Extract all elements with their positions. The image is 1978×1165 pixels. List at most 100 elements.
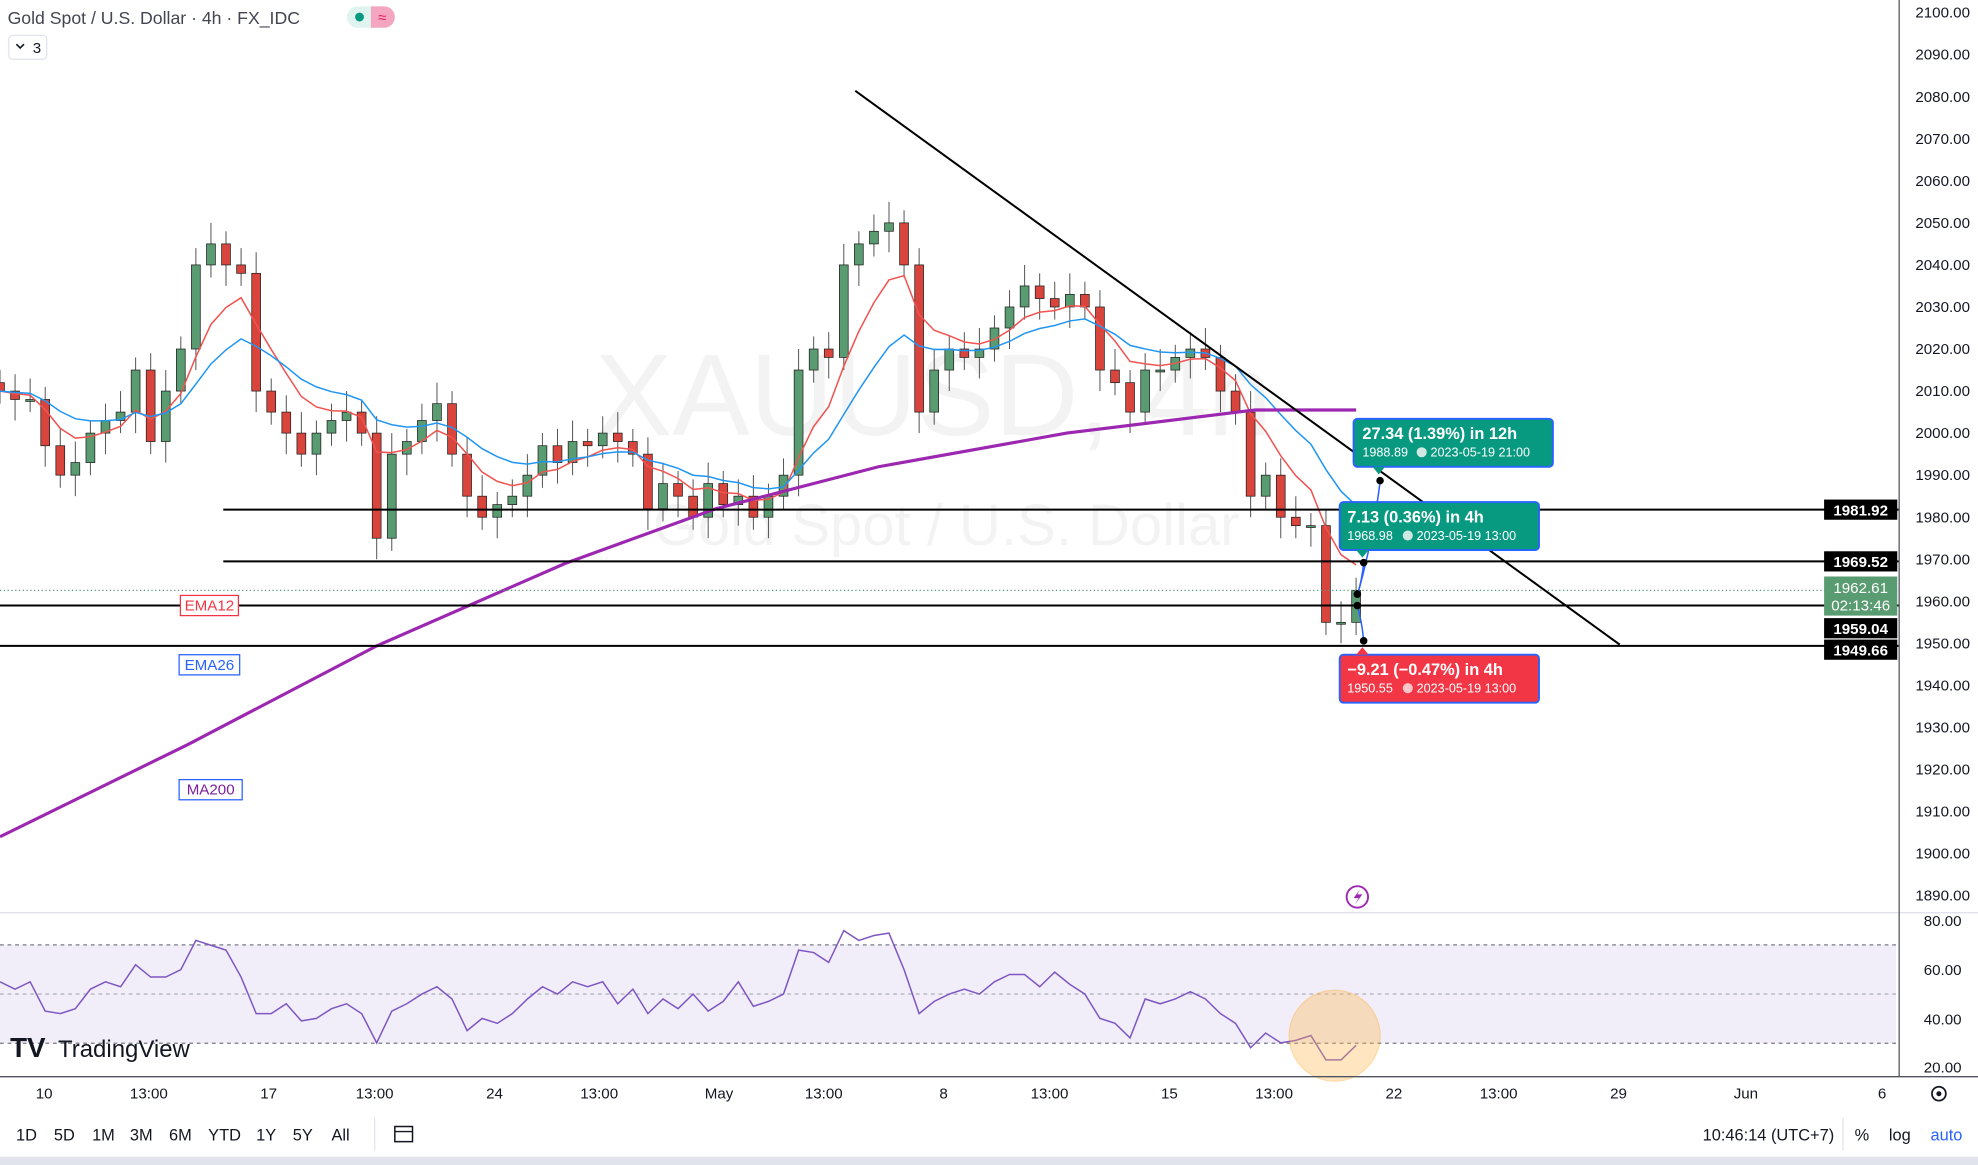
candle-body bbox=[221, 243, 231, 266]
range-button-3m[interactable]: 3M bbox=[130, 1126, 153, 1144]
candle-body bbox=[1321, 525, 1331, 623]
candle bbox=[341, 391, 352, 442]
ma200-label[interactable]: MA200 bbox=[178, 778, 243, 801]
candle-body bbox=[1080, 293, 1090, 308]
candle bbox=[1049, 281, 1060, 320]
candle-body bbox=[1034, 285, 1045, 299]
level-label: 1949.66 bbox=[1833, 642, 1888, 659]
candle bbox=[748, 475, 759, 530]
time-tick: 10 bbox=[36, 1086, 53, 1103]
time-tick: 13:00 bbox=[1255, 1086, 1293, 1103]
candle-body bbox=[1140, 369, 1150, 413]
price-tick: 1960.00 bbox=[1915, 593, 1970, 610]
candle-body bbox=[236, 264, 246, 274]
range-button-all[interactable]: All bbox=[331, 1126, 349, 1144]
percent-scale-toggle[interactable]: % bbox=[1855, 1126, 1870, 1144]
price-axis[interactable]: 2100.00 2090.00 2080.00 2070.00 2060.00 2050.… bbox=[1915, 5, 1970, 905]
settings-gear-icon[interactable] bbox=[1931, 1085, 1947, 1102]
candle-body bbox=[1125, 382, 1135, 413]
candle bbox=[447, 391, 457, 467]
market-status-badge[interactable]: ≈ bbox=[346, 6, 395, 28]
time-tick: 6 bbox=[1878, 1086, 1886, 1103]
candle-body bbox=[251, 272, 261, 392]
price-tick: 1920.00 bbox=[1915, 762, 1970, 779]
trendline[interactable] bbox=[854, 90, 1621, 646]
time-tick: 13:00 bbox=[356, 1086, 394, 1103]
symbol-title[interactable]: Gold Spot / U.S. Dollar · 4h · FX_IDC bbox=[8, 8, 301, 29]
range-button-1m[interactable]: 1M bbox=[92, 1126, 115, 1144]
price-tick: 2040.00 bbox=[1915, 257, 1970, 274]
candle-body bbox=[959, 348, 970, 358]
candle bbox=[793, 349, 804, 497]
candle bbox=[371, 416, 382, 560]
svg-text:2023-05-19 13:00: 2023-05-19 13:00 bbox=[1417, 682, 1517, 696]
candle bbox=[597, 416, 608, 459]
indicators-collapse-button[interactable]: 3 bbox=[8, 34, 48, 60]
candle bbox=[145, 353, 156, 455]
range-button-1d[interactable]: 1D bbox=[16, 1126, 37, 1144]
time-tick: 13:00 bbox=[805, 1086, 843, 1103]
time-tick: 13:00 bbox=[130, 1086, 168, 1103]
candle-body bbox=[1336, 621, 1346, 625]
rsi-tick: 20.00 bbox=[1924, 1059, 1962, 1076]
price-tick: 1890.00 bbox=[1915, 888, 1970, 905]
candle bbox=[1275, 458, 1286, 539]
candle-body bbox=[869, 230, 879, 245]
range-button-5y[interactable]: 5Y bbox=[293, 1126, 313, 1144]
range-button-ytd[interactable]: YTD bbox=[208, 1126, 241, 1144]
candle-body bbox=[1185, 348, 1196, 358]
candle bbox=[884, 201, 894, 253]
candle bbox=[612, 412, 623, 463]
time-axis[interactable]: 10 13:00 17 13:00 24 13:00 May 13:00 8 13:00 15 13:… bbox=[36, 1086, 1887, 1103]
range-button-6m[interactable]: 6M bbox=[169, 1126, 192, 1144]
level-label: 1969.52 bbox=[1833, 554, 1888, 571]
auto-scale-toggle[interactable]: auto bbox=[1931, 1126, 1963, 1144]
ema12-label[interactable]: EMA12 bbox=[179, 594, 240, 617]
candle bbox=[703, 462, 713, 539]
candle-body bbox=[612, 432, 623, 442]
clock-icon bbox=[1402, 530, 1413, 541]
lightning-icon[interactable] bbox=[1345, 885, 1370, 909]
range-button-5d[interactable]: 5D bbox=[54, 1126, 75, 1144]
candle-body bbox=[1155, 369, 1166, 373]
rsi-axis[interactable]: 80.00 60.00 40.00 20.00 bbox=[1924, 913, 1962, 1076]
forecast-points[interactable] bbox=[1353, 476, 1384, 645]
forecast-callout-4h-up[interactable]: 7.13 (0.36%) in 4h 1968.98 2023-05-19 13… bbox=[1338, 501, 1540, 558]
candle-body bbox=[341, 411, 352, 421]
candle-body bbox=[838, 264, 849, 358]
candle-body bbox=[1215, 357, 1226, 392]
candle-body bbox=[145, 369, 156, 442]
go-to-date-icon[interactable] bbox=[394, 1125, 414, 1143]
candle bbox=[1260, 462, 1271, 509]
rsi-highlight-circle[interactable] bbox=[1288, 989, 1381, 1082]
time-tick: May bbox=[705, 1086, 734, 1103]
forecast-callout-4h-down[interactable]: −9.21 (−0.47%) in 4h 1950.55 2023-05-19 … bbox=[1338, 647, 1540, 704]
candle bbox=[221, 231, 231, 286]
candle-body bbox=[522, 474, 533, 497]
time-tick: 13:00 bbox=[580, 1086, 618, 1103]
candle bbox=[55, 428, 66, 488]
candle-body bbox=[160, 390, 171, 442]
price-tick: 1910.00 bbox=[1915, 804, 1970, 821]
log-scale-toggle[interactable]: log bbox=[1889, 1126, 1911, 1144]
price-tick: 2090.00 bbox=[1915, 47, 1970, 64]
range-button-1y[interactable]: 1Y bbox=[256, 1126, 276, 1144]
candle-body bbox=[176, 348, 186, 392]
clock[interactable]: 10:46:14 (UTC+7) bbox=[1703, 1126, 1835, 1144]
current-price-badge bbox=[1824, 576, 1898, 616]
ema26-label[interactable]: EMA26 bbox=[178, 654, 241, 676]
candle-body bbox=[25, 399, 35, 402]
tradingview-logo[interactable]: TV TradingView bbox=[10, 1032, 190, 1063]
candle bbox=[296, 412, 307, 467]
candle-body bbox=[899, 222, 909, 266]
candle bbox=[838, 243, 849, 371]
delayed-data-icon: ≈ bbox=[378, 10, 386, 27]
candle bbox=[628, 428, 638, 467]
market-open-dot-icon bbox=[355, 12, 364, 22]
candle-body bbox=[552, 445, 563, 463]
candle bbox=[477, 475, 487, 530]
candle-body bbox=[1230, 390, 1241, 413]
forecast-callout-12h[interactable]: 27.34 (1.39%) in 12h 1988.89 2023-05-19 … bbox=[1352, 417, 1554, 475]
candle bbox=[1125, 370, 1135, 434]
